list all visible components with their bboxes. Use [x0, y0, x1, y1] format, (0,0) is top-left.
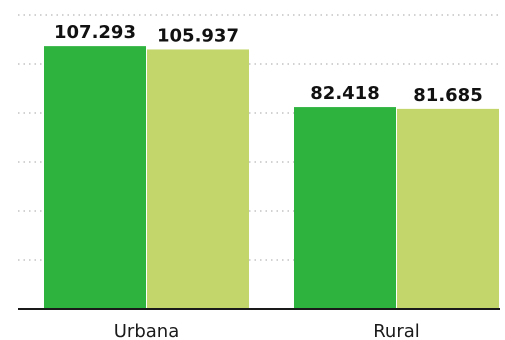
bar-urbana-series-2 [147, 49, 249, 310]
value-label-rural-series-1: 82.418 [310, 83, 379, 104]
category-label-rural: Rural [373, 321, 420, 340]
value-label-urbana-series-2: 105.937 [157, 25, 239, 46]
bar-urbana-series-1 [44, 46, 146, 310]
bar-rural-series-2 [397, 108, 499, 309]
value-label-urbana-series-1: 107.293 [54, 22, 136, 43]
bars [44, 46, 499, 310]
data-labels: 107.293 105.937 82.418 81.685 [54, 22, 483, 106]
bar-rural-series-1 [294, 107, 396, 309]
value-label-rural-series-2: 81.685 [413, 85, 482, 106]
category-labels: Urbana Rural [114, 321, 420, 340]
category-label-urbana: Urbana [114, 321, 179, 340]
